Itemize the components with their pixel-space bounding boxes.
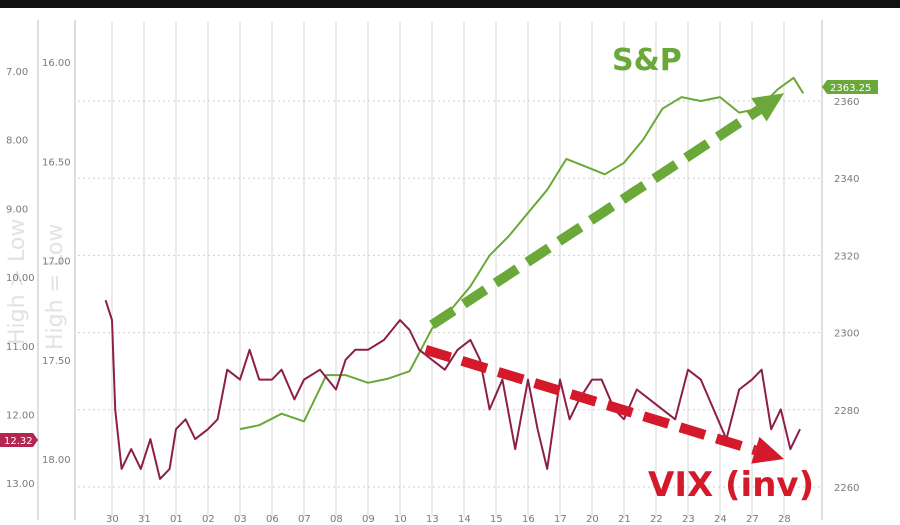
left-outer-tick-label: 13.00 (6, 479, 35, 490)
x-axis-ticks: 30 31 01 02 03 06 07 08 09 10 13 14 15 16 17 20 21 22 23 24… (106, 514, 791, 525)
x-tick-label: 06 (266, 514, 279, 525)
x-tick-label: 17 (554, 514, 567, 525)
left-inner-tick-label: 16.00 (42, 58, 71, 69)
grid (78, 22, 822, 518)
x-tick-label: 22 (650, 514, 663, 525)
left-inner-axis-ticks: 16.00 16.50 17.00 17.50 18.00 (42, 58, 71, 466)
sp-trend-head (751, 93, 784, 122)
left-outer-tick-label: 11.00 (6, 342, 35, 353)
left-inner-tick-label: 17.50 (42, 356, 71, 367)
left-outer-axis-label: High > Low (5, 219, 30, 345)
left-inner-tick-label: 17.00 (42, 257, 71, 268)
left-outer-tick-label: 8.00 (6, 136, 28, 147)
vix-last-value-badge: 12.32 (0, 433, 38, 447)
series-line-sp (239, 76, 805, 431)
vix-annotation: VIX (inv) (648, 465, 814, 505)
x-tick-label: 23 (682, 514, 695, 525)
series-layer (104, 76, 805, 480)
left-inner-tick-label: 16.50 (42, 157, 71, 168)
right-tick-label: 2280 (834, 406, 859, 417)
x-tick-label: 27 (746, 514, 759, 525)
x-tick-label: 07 (298, 514, 311, 525)
x-tick-label: 24 (714, 514, 727, 525)
sp-trend-shaft (429, 105, 762, 330)
sp-last-value-badge: 2363.25 (822, 80, 878, 94)
top-border-bar (0, 0, 900, 8)
right-tick-label: 2260 (834, 483, 859, 494)
x-tick-label: 09 (362, 514, 375, 525)
x-tick-label: 08 (330, 514, 343, 525)
x-tick-label: 02 (202, 514, 215, 525)
left-inner-axis-label: High = Low (43, 224, 68, 350)
x-tick-label: 21 (618, 514, 631, 525)
vix-last-value: 12.32 (4, 436, 33, 447)
right-tick-label: 2300 (834, 329, 859, 340)
trend-arrows (424, 93, 784, 464)
x-tick-label: 13 (426, 514, 439, 525)
left-outer-tick-label: 9.00 (6, 204, 28, 215)
x-tick-label: 16 (522, 514, 535, 525)
vix-trend-head (751, 436, 784, 464)
x-tick-label: 03 (234, 514, 247, 525)
x-tick-label: 31 (138, 514, 151, 525)
sp-last-value: 2363.25 (830, 83, 871, 94)
right-axis-ticks: 2360 2340 2320 2300 2280 2260 (834, 97, 859, 494)
right-tick-label: 2320 (834, 251, 859, 262)
x-tick-label: 28 (778, 514, 791, 525)
left-inner-tick-label: 18.00 (42, 455, 71, 466)
x-tick-label: 20 (586, 514, 599, 525)
x-tick-label: 01 (170, 514, 183, 525)
series-line-vix (104, 299, 801, 480)
x-tick-label: 10 (394, 514, 407, 525)
left-outer-tick-label: 7.00 (6, 67, 28, 78)
right-tick-label: 2360 (834, 97, 859, 108)
x-tick-label: 14 (458, 514, 471, 525)
left-outer-tick-label: 10.00 (6, 273, 35, 284)
left-outer-tick-label: 12.00 (6, 411, 35, 422)
left-outer-axis-ticks: 7.00 8.00 9.00 10.00 11.00 12.00 13.00 (6, 67, 35, 490)
x-tick-label: 30 (106, 514, 119, 525)
sp-annotation: S&P (612, 43, 682, 78)
x-tick-label: 15 (490, 514, 503, 525)
vix-trend-shaft (424, 345, 757, 456)
right-tick-label: 2340 (834, 174, 859, 185)
